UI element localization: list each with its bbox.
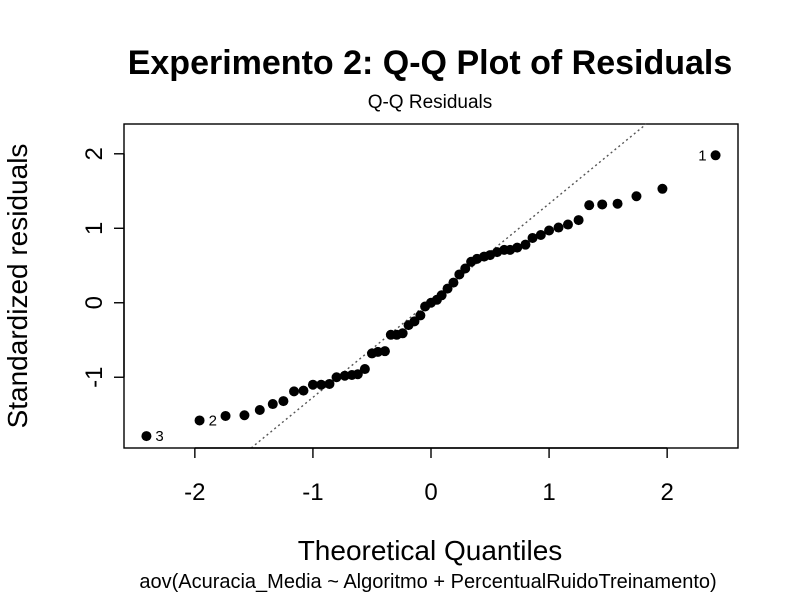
qq-point (278, 396, 289, 407)
qq-point (527, 232, 538, 243)
qq-point (307, 379, 318, 390)
y-axis-label: Standardized residuals (2, 144, 33, 429)
outlier-label: 3 (155, 428, 163, 445)
chart-caption: aov(Acuracia_Media ~ Algoritmo + Percent… (139, 571, 716, 593)
y-tick-label: 0 (81, 296, 108, 309)
chart-title: Experimento 2: Q-Q Plot of Residuals (128, 44, 733, 82)
qq-point (448, 277, 459, 288)
x-tick-label: 2 (660, 479, 673, 506)
y-tick-label: 1 (81, 222, 108, 235)
qq-point (239, 410, 250, 421)
qq-point (298, 385, 309, 396)
qq-point (359, 364, 370, 375)
qq-point (436, 290, 447, 301)
qq-point (612, 198, 623, 209)
y-axis: -1 0 1 2 (81, 147, 125, 388)
qq-point (512, 242, 523, 253)
qq-point (324, 378, 335, 389)
x-axis: -2 -1 0 1 2 (184, 447, 674, 506)
qq-point (267, 399, 278, 410)
chart-subtitle: Q-Q Residuals (368, 92, 493, 113)
qq-point (460, 263, 471, 274)
y-tick-label: 2 (81, 147, 108, 160)
qq-point (553, 222, 564, 233)
plot-frame (123, 123, 739, 449)
qq-point (544, 225, 555, 236)
x-axis-label: Theoretical Quantiles (298, 535, 563, 566)
x-tick-label: -2 (184, 479, 205, 506)
qq-point (710, 150, 721, 161)
qq-point (254, 405, 265, 416)
outlier-label: 1 (698, 147, 706, 164)
qq-point (597, 199, 608, 210)
qq-point (535, 229, 546, 240)
qq-point (573, 215, 584, 226)
point-labels-group: 3 2 1 (155, 147, 706, 445)
qq-point (397, 328, 408, 339)
x-tick-label: 1 (542, 479, 555, 506)
x-tick-label: 0 (424, 479, 437, 506)
qq-point (562, 219, 573, 230)
qq-point (631, 191, 642, 202)
qq-point (289, 386, 300, 397)
qq-point (352, 369, 363, 380)
points-group (141, 150, 721, 442)
y-tick-label: -1 (81, 367, 108, 388)
outlier-label: 2 (209, 412, 217, 429)
qq-point (194, 415, 205, 426)
qq-point (415, 310, 426, 321)
x-tick-label: -1 (302, 479, 323, 506)
qq-point (331, 372, 342, 383)
qq-point (520, 239, 531, 250)
qq-point (316, 379, 327, 390)
qq-point (657, 183, 668, 194)
qq-point (379, 346, 390, 357)
qq-point (584, 200, 595, 211)
qq-point (141, 431, 152, 442)
qq-point (220, 410, 231, 421)
